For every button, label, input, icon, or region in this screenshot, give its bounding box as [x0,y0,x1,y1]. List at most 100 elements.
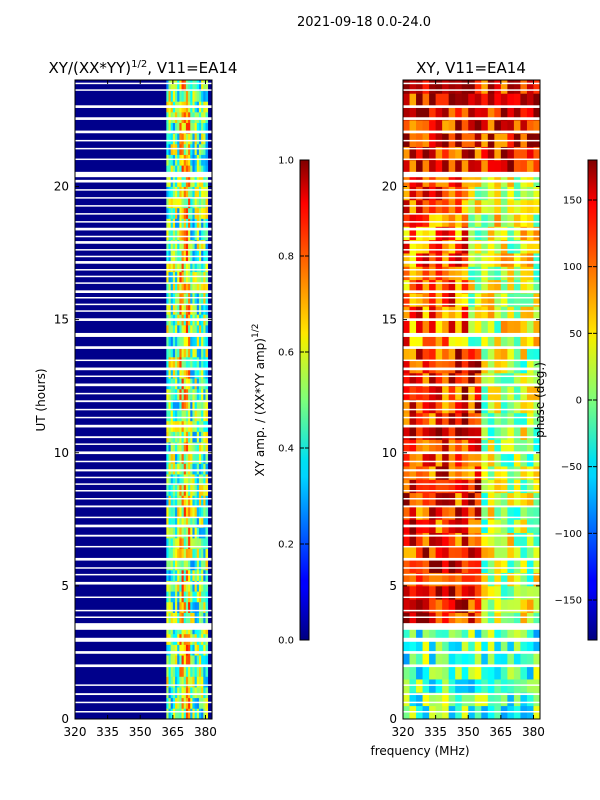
right-heatmap-cell [487,665,495,680]
left-heatmap-cell [177,388,180,400]
right-heatmap-cell [507,266,515,281]
right-heatmap-cell [513,625,521,640]
left-heatmap-cell [166,612,169,624]
left-heatmap-cell [175,612,178,624]
left-heatmap-cell [166,261,169,273]
right-heatmap-cell [461,199,469,214]
right-heatmap-cell [513,705,521,719]
right-heatmap-cell [442,599,450,613]
right-heatmap-cell [416,93,423,108]
left-heatmap-cell [190,143,193,155]
right-heatmap-cell [429,119,437,134]
right-heatmap-cell [500,572,508,587]
left-heatmap-cell [194,90,198,102]
right-heatmap-cell [513,426,521,440]
right-heatmap-cell [455,412,463,427]
left-heatmap-cell [175,537,178,549]
left-heatmap-cell [175,335,178,347]
right-heatmap-cell [416,279,423,294]
right-heatmap-cell [435,492,443,507]
right-heatmap-cell [487,106,495,121]
right-heatmap-cell [461,146,469,161]
left-heatmap-cell [198,644,202,656]
right-heatmap-cell [481,239,489,254]
right-heatmap-cell [435,332,443,347]
left-heatmap-cell [170,399,174,411]
left-heatmap-cell [194,442,198,454]
right-heatmap-cell [468,266,476,281]
left-heatmap-cell [185,80,189,92]
right-heatmap-cell [435,559,443,573]
left-heatmap-cell [183,282,187,294]
right-heatmap-cell [461,279,469,294]
right-heatmap-cell [403,293,410,307]
left-heatmap-cell [198,559,202,571]
left-y-axis-label: UT (hours) [34,368,48,431]
right-heatmap-cell [533,705,540,719]
left-heatmap-cell [192,569,196,581]
left-heatmap-cell [166,197,169,209]
left-heatmap-cell [192,388,196,400]
left-heatmap-cell [188,293,191,305]
right-heatmap-cell [435,80,443,94]
left-heatmap-cell [179,271,182,283]
right-heatmap-cell [422,705,430,719]
right-heatmap-cell [494,119,502,134]
right-heatmap-cell [468,625,476,640]
right-heatmap-cell [429,506,437,520]
right-heatmap-cell [416,639,423,653]
right-heatmap-cell [455,559,463,573]
left-heatmap-cell [203,324,206,336]
right-heatmap-cell [507,452,515,467]
right-heatmap-cell [494,426,502,440]
right-heatmap-cell [416,239,423,254]
left-heatmap-cell [192,516,196,528]
right-flag-gap [403,197,540,199]
left-heatmap-cell [192,474,196,486]
right-heatmap-cell [409,306,417,321]
right-heatmap-cell [461,665,469,680]
right-heatmap-cell [500,599,508,613]
right-heatmap-cell [416,652,423,667]
right-flag-gap [403,400,540,403]
right-heatmap-cell [474,679,482,693]
right-heatmap-cell [442,213,450,227]
left-heatmap-cell [170,367,174,379]
left-heatmap-cell [172,559,176,571]
right-heatmap-cell [435,226,443,241]
right-heatmap-cell [422,159,430,174]
left-heatmap-cell [183,229,187,241]
left-heatmap-cell [188,197,191,209]
left-heatmap-cell [203,569,206,581]
right-heatmap-cell [409,346,417,360]
right-heatmap-cell [442,452,450,467]
right-heatmap-cell [474,346,482,360]
left-heatmap-cell [168,410,172,422]
left-heatmap-cell [198,90,202,102]
right-heatmap-cell [409,186,417,201]
left-heatmap-cell [170,239,174,251]
left-heatmap-cell [203,559,206,571]
right-heatmap-cell [435,266,443,281]
right-heatmap-cell [422,599,430,613]
right-heatmap-cell [455,585,463,600]
left-colorbar: 0.00.20.40.60.81.0 XY amp. / (XX*YY amp)… [251,156,310,647]
right-heatmap-cell [533,466,540,480]
right-heatmap-cell [487,545,495,560]
right-flag-gap [403,205,540,207]
left-heatmap-cell [175,133,178,145]
right-heatmap-cell [429,372,437,387]
left-heatmap-cell [205,537,209,549]
left-title-rest: , V11=EA14 [147,59,237,77]
right-heatmap-cell [500,159,508,174]
left-heatmap-cell [205,569,209,581]
right-heatmap-cell [513,545,521,560]
right-heatmap-cell [513,213,521,227]
right-heatmap-cell [513,346,521,360]
right-heatmap-cell [507,652,515,667]
left-heatmap-cell [185,303,189,315]
left-heatmap-cell [194,293,198,305]
right-heatmap-cell [487,692,495,707]
right-heatmap-cell [500,639,508,653]
left-heatmap-cell [188,506,191,518]
